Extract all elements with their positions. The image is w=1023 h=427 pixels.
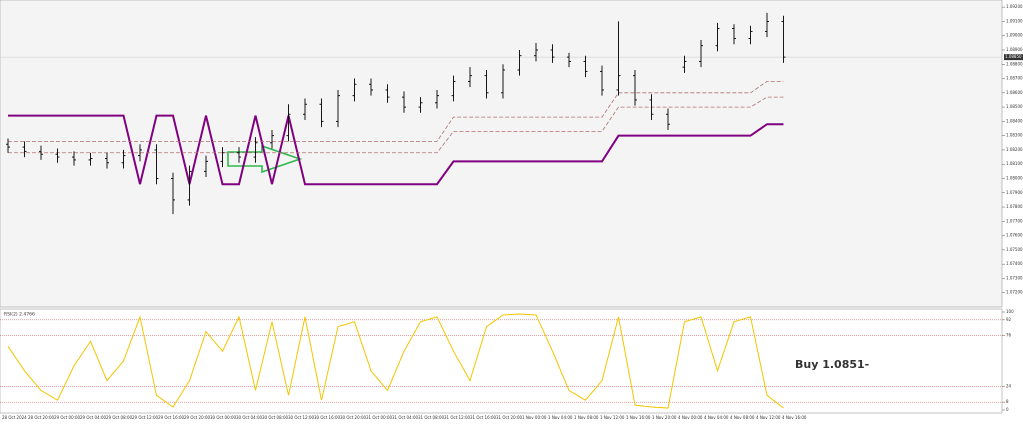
y-tick-label: 1.08300 (1006, 133, 1023, 138)
y-tick-label: 1.08400 (1006, 118, 1023, 123)
x-tick-label: 29 Oct 16:00 (158, 415, 185, 420)
indicator-tick-label: 0 (1006, 407, 1009, 412)
x-tick-label: 29 Oct 00:00 (54, 415, 81, 420)
signal-annotation: Buy 1.0851- (795, 358, 869, 371)
y-tick-label: 1.08800 (1006, 61, 1023, 66)
y-tick-label: 1.07300 (1006, 275, 1023, 280)
x-tick-label: 31 Oct 08:00 (418, 415, 445, 420)
y-tick-label: 1.08600 (1006, 90, 1023, 95)
x-tick-label: 31 Oct 00:00 (366, 415, 393, 420)
trend-line (8, 96, 784, 154)
y-tick-label: 1.09000 (1006, 33, 1023, 38)
x-tick-label: 1 Nov 00:00 (522, 415, 547, 420)
indicator-tick-label: 8 (1006, 399, 1009, 404)
indicator-label: RSI(2) 2.4766 (4, 312, 35, 318)
y-tick-label: 1.09100 (1006, 18, 1023, 23)
x-tick-label: 4 Nov 16:00 (782, 415, 807, 420)
x-tick-label: 1 Nov 04:00 (548, 415, 573, 420)
x-tick-label: 29 Oct 20:00 (184, 415, 211, 420)
x-tick-label: 31 Oct 12:00 (444, 415, 471, 420)
x-tick-label: 31 Oct 20:00 (496, 415, 523, 420)
y-tick-label: 1.07700 (1006, 218, 1023, 223)
x-tick-label: 29 Oct 04:00 (80, 415, 107, 420)
indicator-tick-label: 92 (1006, 317, 1012, 322)
x-tick-label: 1 Nov 12:00 (600, 415, 625, 420)
trend-line (8, 80, 784, 142)
x-tick-label: 28 Oct 2024 (2, 415, 27, 420)
x-tick-label: 30 Oct 04:00 (236, 415, 263, 420)
x-tick-label: 30 Oct 12:00 (288, 415, 315, 420)
x-tick-label: 4 Nov 08:00 (730, 415, 755, 420)
indicator-line (7, 313, 784, 409)
x-tick-label: 4 Nov 12:00 (756, 415, 781, 420)
y-tick-label: 1.07800 (1006, 204, 1023, 209)
x-tick-label: 29 Oct 08:00 (106, 415, 133, 420)
x-tick-label: 28 Oct 20:00 (28, 415, 55, 420)
x-tick-label: 30 Oct 16:00 (314, 415, 341, 420)
y-tick-label: 1.08500 (1006, 104, 1023, 109)
y-tick-label: 1.08700 (1006, 76, 1023, 81)
y-tick-label: 1.08100 (1006, 161, 1023, 166)
trend-line (8, 114, 784, 186)
x-tick-label: 4 Nov 04:00 (704, 415, 729, 420)
x-tick-label: 1 Nov 16:00 (626, 415, 651, 420)
signal-arrow (227, 144, 303, 174)
x-tick-label: 30 Oct 08:00 (262, 415, 289, 420)
x-tick-label: 29 Oct 12:00 (132, 415, 159, 420)
x-tick-label: 30 Oct 00:00 (210, 415, 237, 420)
last-price-box (1004, 54, 1023, 61)
x-tick-label: 31 Oct 04:00 (392, 415, 419, 420)
y-tick-label: 1.09200 (1006, 4, 1023, 9)
x-tick-label: 1 Nov 20:00 (652, 415, 677, 420)
x-tick-label: 30 Oct 20:00 (340, 415, 367, 420)
indicator-tick-label: 100 (1006, 309, 1014, 314)
y-tick-label: 1.07400 (1006, 261, 1023, 266)
y-tick-label: 1.07900 (1006, 190, 1023, 195)
y-tick-label: 1.08900 (1006, 47, 1023, 52)
x-tick-label: 31 Oct 16:00 (470, 415, 497, 420)
y-tick-label: 1.07500 (1006, 247, 1023, 252)
indicator-tick-label: 76 (1006, 333, 1012, 338)
y-tick-label: 1.07600 (1006, 233, 1023, 238)
indicator-tick-label: 24 (1006, 383, 1012, 388)
y-tick-label: 1.08000 (1006, 175, 1023, 180)
x-tick-label: 1 Nov 08:00 (574, 415, 599, 420)
y-tick-label: 1.08200 (1006, 147, 1023, 152)
price-pane (0, 0, 1003, 308)
last-price-label: 1.08850 (1005, 54, 1022, 59)
indicator-pane (0, 308, 1003, 414)
y-tick-label: 1.07200 (1006, 290, 1023, 295)
x-tick-label: 4 Nov 00:00 (678, 415, 703, 420)
